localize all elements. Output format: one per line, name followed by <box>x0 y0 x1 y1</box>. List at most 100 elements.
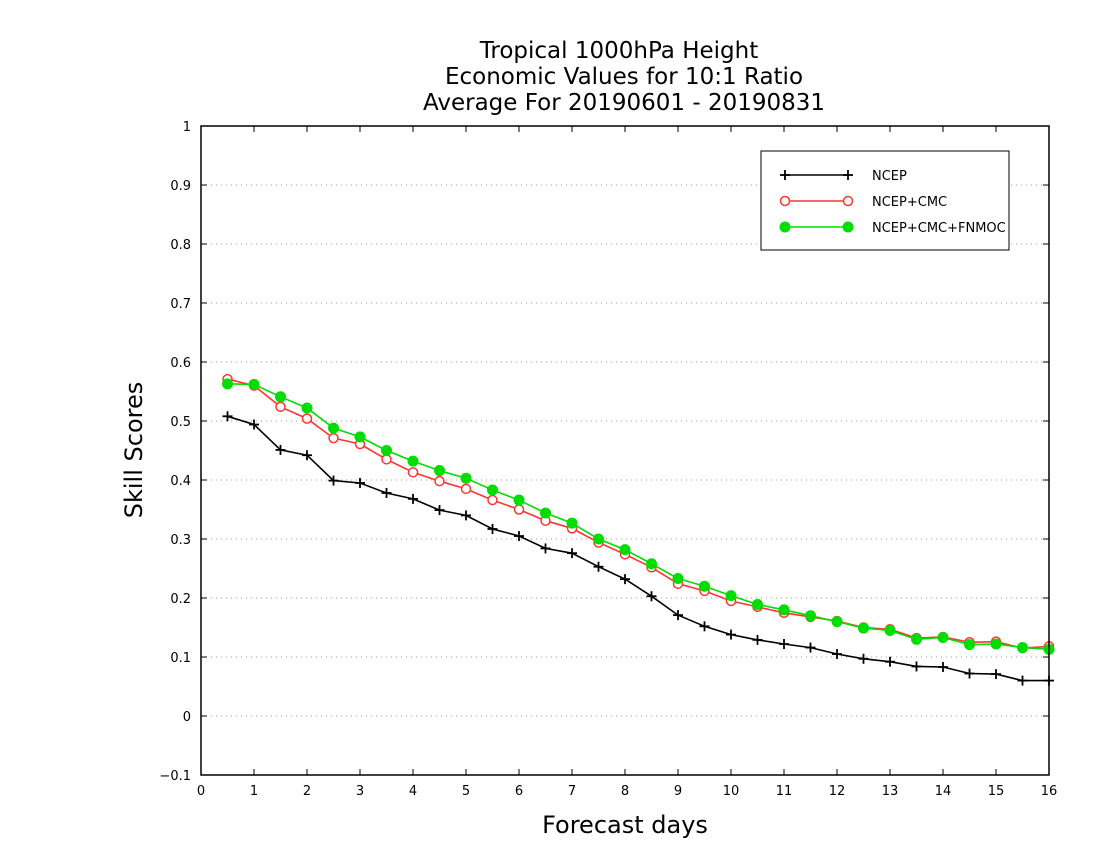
data-point <box>726 629 736 640</box>
data-point <box>249 419 259 430</box>
data-point <box>858 622 869 634</box>
y-tick-label: 0.9 <box>170 179 191 194</box>
data-point <box>885 656 895 667</box>
x-tick-label: 3 <box>356 784 364 799</box>
x-tick-label: 6 <box>515 784 523 799</box>
data-point <box>858 653 869 664</box>
data-point <box>275 401 286 413</box>
data-point <box>434 505 445 516</box>
data-point <box>593 561 604 572</box>
data-point <box>911 633 922 645</box>
data-point <box>408 493 418 504</box>
x-tick-label: 7 <box>568 784 576 799</box>
data-point <box>328 422 339 434</box>
data-point <box>752 598 763 610</box>
x-tick-label: 10 <box>723 784 740 799</box>
legend-marker <box>842 195 854 207</box>
data-point <box>938 662 948 673</box>
data-point <box>222 411 233 422</box>
x-axis-label: Forecast days <box>542 811 708 839</box>
data-point <box>1017 642 1028 654</box>
x-tick-label: 1 <box>250 784 258 799</box>
data-point <box>487 523 498 534</box>
data-point <box>832 649 842 660</box>
legend-marker <box>779 221 791 233</box>
data-point <box>328 432 339 444</box>
data-point <box>460 483 472 495</box>
data-point <box>991 669 1001 680</box>
legend-item: NCEP+CMC+FNMOC <box>779 221 1006 236</box>
data-point <box>779 639 789 650</box>
title-line-3: Average For 20190601 - 20190831 <box>423 90 825 116</box>
x-tick-label: 5 <box>462 784 470 799</box>
data-point <box>275 444 286 455</box>
data-point <box>805 610 816 622</box>
data-point <box>487 494 498 506</box>
data-point <box>831 616 843 628</box>
y-tick-label: 0.4 <box>170 474 191 489</box>
y-tick-label: 0.3 <box>170 533 191 548</box>
y-tick-label: 0.8 <box>170 238 191 253</box>
plot-frame <box>200 125 1050 776</box>
data-point <box>673 610 683 621</box>
data-point <box>301 402 313 414</box>
x-tick-label: 13 <box>882 784 899 799</box>
y-tick-label: 0.5 <box>170 415 191 430</box>
data-point <box>699 621 710 632</box>
data-point <box>620 574 630 585</box>
x-tick-label: 16 <box>1041 784 1058 799</box>
data-point <box>752 634 763 645</box>
data-point <box>911 661 922 672</box>
legend-marker <box>780 170 790 180</box>
data-point <box>1017 675 1028 686</box>
title-line-2: Economic Values for 10:1 Ratio <box>445 64 803 90</box>
y-tick-label: −0.1 <box>159 769 191 784</box>
y-tick-label: 0 <box>183 710 191 725</box>
data-point <box>460 472 472 484</box>
data-point <box>646 558 657 570</box>
x-tick-label: 12 <box>829 784 846 799</box>
data-point <box>461 510 471 521</box>
data-point <box>222 378 233 390</box>
data-point <box>805 642 816 653</box>
data-point <box>381 454 392 465</box>
data-point <box>302 450 312 461</box>
data-point <box>778 604 790 616</box>
x-tick-label: 15 <box>988 784 1005 799</box>
data-point <box>646 591 657 602</box>
x-tick-label: 11 <box>776 784 793 799</box>
data-point <box>540 543 551 554</box>
x-tick-label: 14 <box>935 784 952 799</box>
x-tick-label: 4 <box>409 784 417 799</box>
series-0 <box>222 411 1054 686</box>
data-point <box>513 494 525 506</box>
data-point <box>513 504 525 515</box>
data-point <box>407 467 419 478</box>
data-point <box>593 533 604 545</box>
y-tick-label: 0.1 <box>170 651 191 666</box>
data-point <box>619 544 631 556</box>
data-point <box>354 431 366 443</box>
legend-label: NCEP <box>872 169 907 184</box>
data-point <box>487 484 498 496</box>
legend-marker <box>843 170 853 180</box>
data-point <box>434 465 445 477</box>
legend-label: NCEP+CMC <box>872 195 947 210</box>
data-point <box>434 475 445 487</box>
data-point <box>381 445 392 456</box>
y-axis-label: Skill Scores <box>120 382 148 519</box>
data-point <box>964 639 975 651</box>
data-point <box>514 531 524 542</box>
data-point <box>381 487 392 498</box>
axis-ticks: −0.100.10.20.30.40.50.60.70.80.910 1 2 3 4 5 6… <box>159 120 1057 799</box>
chart-title: Tropical 1000hPa Height Economic Values … <box>423 38 825 116</box>
x-tick-label: 2 <box>303 784 311 799</box>
x-tick-label: 9 <box>674 784 682 799</box>
legend-marker <box>842 221 854 233</box>
data-point <box>275 391 286 403</box>
y-tick-label: 1 <box>183 120 191 135</box>
series-lines <box>222 373 1055 686</box>
y-tick-label: 0.2 <box>170 592 191 607</box>
